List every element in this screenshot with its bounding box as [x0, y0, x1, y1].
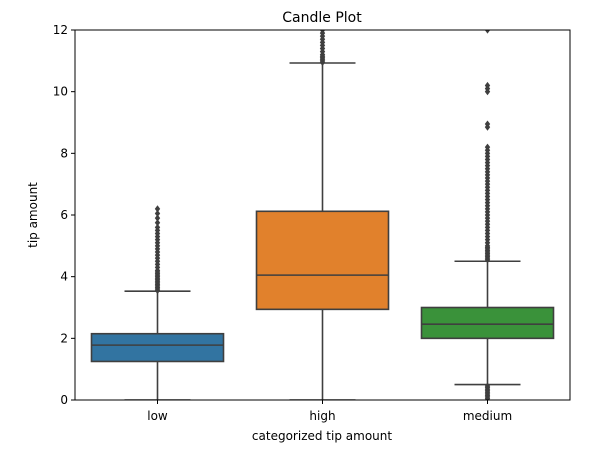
- y-tick-label: 8: [60, 146, 68, 160]
- outlier-point-medium: [484, 30, 491, 34]
- y-tick-label: 6: [60, 208, 68, 222]
- x-axis: low high medium: [147, 400, 512, 423]
- outlier-point-medium: [484, 81, 491, 90]
- outlier-point-medium: [484, 120, 491, 128]
- box-low: [90, 332, 225, 363]
- x-axis-label: categorized tip amount: [252, 429, 392, 443]
- outlier-point-low: [154, 209, 161, 218]
- outlier-point-medium: [484, 382, 491, 390]
- outlier-point-low: [154, 205, 161, 213]
- y-tick-label: 2: [60, 331, 68, 345]
- outlier-point-low: [154, 214, 161, 222]
- outlier-point-low: [154, 223, 161, 231]
- x-tick-label-low: low: [147, 409, 168, 423]
- chart-title: Candle Plot: [282, 10, 362, 26]
- y-axis: 0 2 4 6 8 10 12: [53, 23, 571, 407]
- y-tick-label: 12: [53, 23, 68, 37]
- outlier-point-high: [319, 30, 326, 34]
- y-tick-label: 10: [53, 85, 68, 99]
- y-tick-label: 0: [60, 393, 68, 407]
- outlier-point-low: [154, 219, 161, 227]
- x-tick-label-high: high: [309, 409, 335, 423]
- y-axis-label: tip amount: [26, 182, 40, 248]
- outlier-point-medium: [484, 143, 491, 151]
- box-medium: [420, 306, 555, 340]
- plot-area: [90, 30, 555, 400]
- y-tick-label: 4: [60, 270, 68, 284]
- box-group-high: [255, 30, 390, 400]
- box-group-medium: [420, 30, 555, 400]
- x-tick-label-medium: medium: [463, 409, 512, 423]
- box-group-low: [90, 205, 225, 400]
- box-high: [255, 210, 390, 311]
